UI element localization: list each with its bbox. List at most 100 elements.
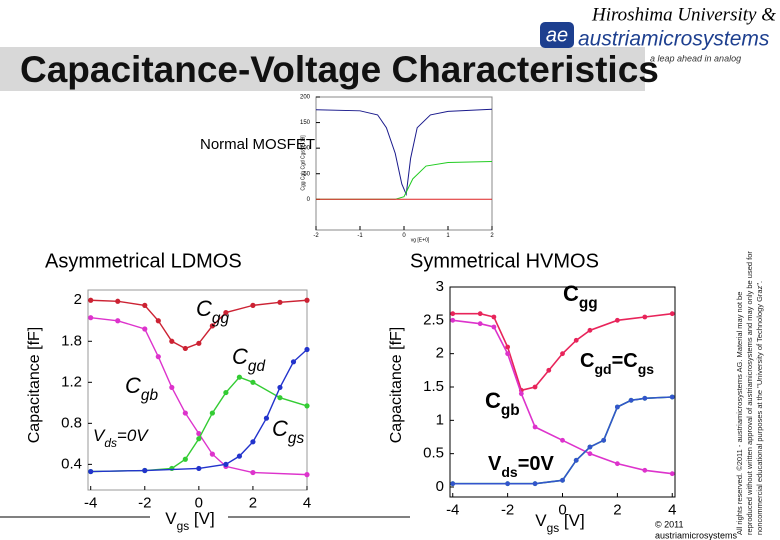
data-point	[560, 351, 565, 357]
data-point	[182, 410, 188, 416]
x-tick-label: 4	[303, 494, 311, 511]
data-point	[196, 465, 202, 472]
data-point	[169, 465, 175, 472]
data-point	[532, 384, 538, 390]
data-point	[142, 302, 148, 308]
series-line	[316, 160, 493, 200]
annotation: Cgb	[125, 373, 158, 404]
y-tick-label: 1.5	[423, 378, 444, 395]
text-part: C	[232, 344, 248, 369]
data-point	[532, 481, 538, 487]
data-point	[642, 467, 648, 473]
data-point	[669, 311, 675, 317]
data-point	[209, 410, 215, 416]
data-point	[614, 404, 620, 410]
data-point	[182, 456, 188, 462]
text-part: [V]	[189, 509, 215, 528]
x-tick-label: 2	[613, 501, 621, 518]
text-part: =0V	[117, 426, 149, 445]
text-part: [V]	[559, 511, 585, 530]
text-part: V	[535, 511, 547, 530]
logo-box	[540, 22, 574, 48]
data-point	[450, 311, 456, 317]
plot-frame	[449, 286, 676, 498]
data-point	[155, 354, 161, 360]
data-point	[155, 318, 161, 324]
data-point	[142, 467, 148, 474]
text-part: =0V	[518, 453, 555, 475]
data-point	[518, 391, 524, 397]
text-part: gs	[547, 521, 560, 535]
text-part: ds	[501, 464, 518, 480]
data-point	[304, 297, 310, 303]
y-tick-label: 0	[436, 478, 444, 495]
annotation: Cgd=Cgs	[580, 350, 654, 376]
annotation: Cgs	[272, 416, 304, 447]
x-tick-label: 2	[249, 494, 257, 511]
text-part: C	[196, 296, 212, 321]
y-axis-label: Capacitance [fF]	[388, 327, 405, 444]
logo-mark: ae	[546, 24, 568, 46]
annotation: Cgg	[563, 281, 598, 312]
x-tick-label: -2	[138, 494, 151, 511]
data-point	[169, 384, 175, 391]
copyright-line: noncommercial educational purposes at th…	[755, 281, 764, 535]
chart-title: Symmetrical HVMOS	[410, 250, 599, 272]
y-tick-label: 0.5	[423, 445, 444, 462]
text-part: gb	[141, 387, 159, 404]
data-point	[250, 469, 256, 476]
text-part: gg	[212, 310, 230, 327]
data-point	[88, 297, 94, 303]
text-part: C	[272, 416, 288, 441]
y-tick-label: 2.5	[423, 311, 444, 328]
y-tick-label: 2	[436, 345, 444, 362]
annotation: Vds=0V	[93, 426, 149, 450]
x-tick-label: 0	[558, 501, 566, 518]
text-part: =C	[612, 350, 638, 372]
data-point	[277, 395, 283, 401]
y-tick-label: 1.2	[61, 373, 82, 390]
series-line	[90, 348, 308, 473]
x-axis-label: vg [E+0]	[411, 237, 430, 243]
y-tick-label: 100	[300, 146, 311, 152]
data-point	[209, 451, 215, 457]
university: Hiroshima University &	[591, 4, 776, 25]
data-point	[182, 345, 188, 352]
y-tick-label: 1.8	[61, 332, 82, 349]
data-point	[560, 437, 565, 443]
y-tick-label: 50	[303, 171, 310, 177]
text-part: gd	[594, 361, 611, 377]
text-part: gs	[288, 430, 305, 447]
y-axis-label: Cgg Cgb Cgd Cgs [E-18]	[300, 135, 306, 191]
data-point	[642, 395, 648, 401]
y-tick-label: 2	[74, 291, 82, 308]
annotation: Cgd	[232, 344, 265, 375]
data-point	[277, 384, 283, 391]
chart-title: Normal MOSFET	[200, 136, 315, 153]
data-point	[250, 379, 256, 385]
x-tick-label: -4	[84, 494, 97, 511]
data-point	[614, 317, 620, 323]
footer: austriamicrosystems	[655, 530, 738, 540]
data-point	[223, 389, 229, 396]
data-point	[450, 481, 456, 487]
data-point	[236, 453, 243, 459]
data-point	[669, 394, 675, 400]
copyright-line: reproduced without written approval of a…	[745, 251, 754, 535]
data-point	[505, 351, 511, 357]
y-tick-label: 200	[300, 95, 311, 101]
copyright: All rights reserved. ©2011 - austriamicr…	[735, 251, 764, 535]
x-tick-label: -1	[357, 233, 363, 239]
annotation: Vds=0V	[488, 453, 554, 479]
text-part: C	[125, 373, 141, 398]
data-point	[477, 311, 483, 317]
y-tick-label: 0.4	[61, 455, 82, 472]
data-point	[505, 481, 511, 487]
text-part: C	[485, 388, 501, 413]
data-point	[196, 436, 202, 442]
x-tick-label: -4	[446, 501, 459, 518]
text-part: gs	[638, 361, 655, 377]
data-point	[587, 451, 593, 457]
data-point	[236, 374, 243, 380]
